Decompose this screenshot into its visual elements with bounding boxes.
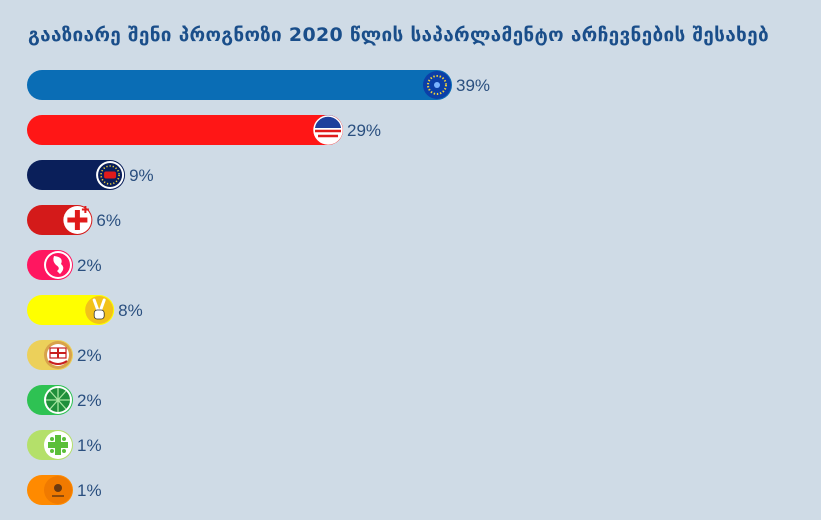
bar-value-label: 2% [77,256,102,275]
bar-row: 6% [27,205,121,235]
bar-value-label: 29% [347,121,381,140]
bar-row: 39% [27,70,490,100]
bar-row: 8% [27,295,143,325]
victory-hand-logo-icon [85,296,114,324]
bar-row: 2% [27,385,102,415]
bar-row: 9% [27,160,154,190]
bar-row: 1% [27,430,102,460]
green-globe-logo-icon [44,386,72,414]
bar-row: 29% [27,115,381,145]
bar-value-label: 6% [96,211,121,230]
bar-row: 2% [27,340,102,370]
blue-dotted-circle-logo-icon [423,71,451,99]
bar [27,70,452,100]
bar-value-label: 1% [77,436,102,455]
bar-value-label: 2% [77,346,102,365]
bar-value-label: 2% [77,391,102,410]
pink-silhouette-logo-icon [44,251,72,279]
bar-value-label: 39% [456,76,490,95]
navy-star-ring-logo-icon [96,161,125,189]
orange-emblem-logo-icon [44,476,72,504]
red-cross-logo-icon [63,206,92,234]
bar-row: 1% [27,475,102,505]
chart-title: გააზიარე შენი პროგნოზი 2020 წლის საპარლა… [28,24,770,46]
bar [27,115,344,145]
bar-value-label: 9% [129,166,154,185]
flag-emblem-logo-icon [44,341,72,369]
red-white-blue-wave-logo-icon [313,115,343,145]
bar-value-label: 8% [118,301,143,320]
bar-row: 2% [27,250,102,280]
bar-value-label: 1% [77,481,102,500]
green-cross-logo-icon [44,431,72,459]
